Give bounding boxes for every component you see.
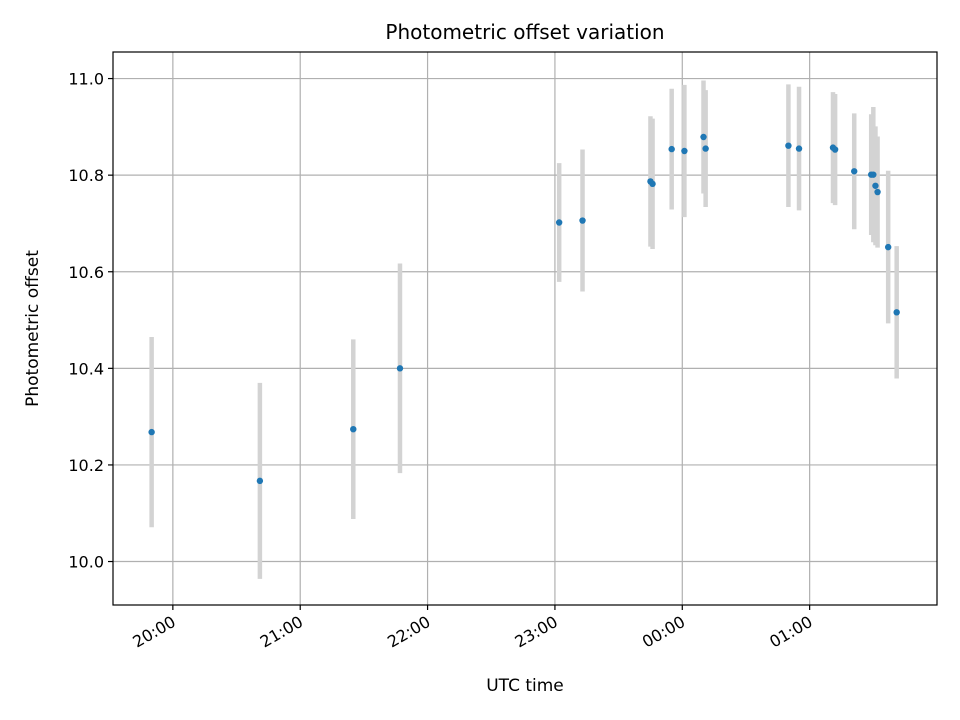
data-point	[884, 243, 892, 251]
data-point	[579, 217, 586, 224]
data-point	[148, 428, 155, 436]
y-tick-label: 10.8	[68, 166, 104, 185]
data-point	[702, 145, 709, 152]
y-tick-label: 10.0	[68, 553, 104, 572]
data-point	[350, 425, 357, 433]
data-point	[795, 145, 803, 152]
data-point	[668, 145, 675, 153]
data-point	[831, 146, 839, 153]
y-axis-title: Photometric offset	[23, 250, 43, 407]
data-point	[700, 133, 707, 141]
point-layer	[148, 133, 900, 485]
data-point	[893, 309, 900, 316]
data-point	[870, 171, 877, 178]
data-point	[681, 147, 688, 155]
y-tick-label: 10.2	[68, 456, 104, 475]
data-point	[555, 219, 563, 226]
data-point	[874, 188, 881, 196]
data-point	[872, 182, 879, 189]
plot-frame	[112, 51, 938, 606]
data-point	[851, 168, 858, 175]
y-tick-label: 10.6	[68, 263, 104, 282]
y-tick-label: 10.4	[68, 359, 104, 378]
data-point	[396, 365, 404, 372]
data-point	[785, 142, 792, 149]
data-point	[256, 477, 264, 485]
chart-title: Photometric offset variation	[385, 20, 664, 44]
data-point	[649, 180, 656, 188]
x-axis-title: UTC time	[486, 676, 564, 696]
y-tick-label: 11.0	[68, 70, 104, 89]
